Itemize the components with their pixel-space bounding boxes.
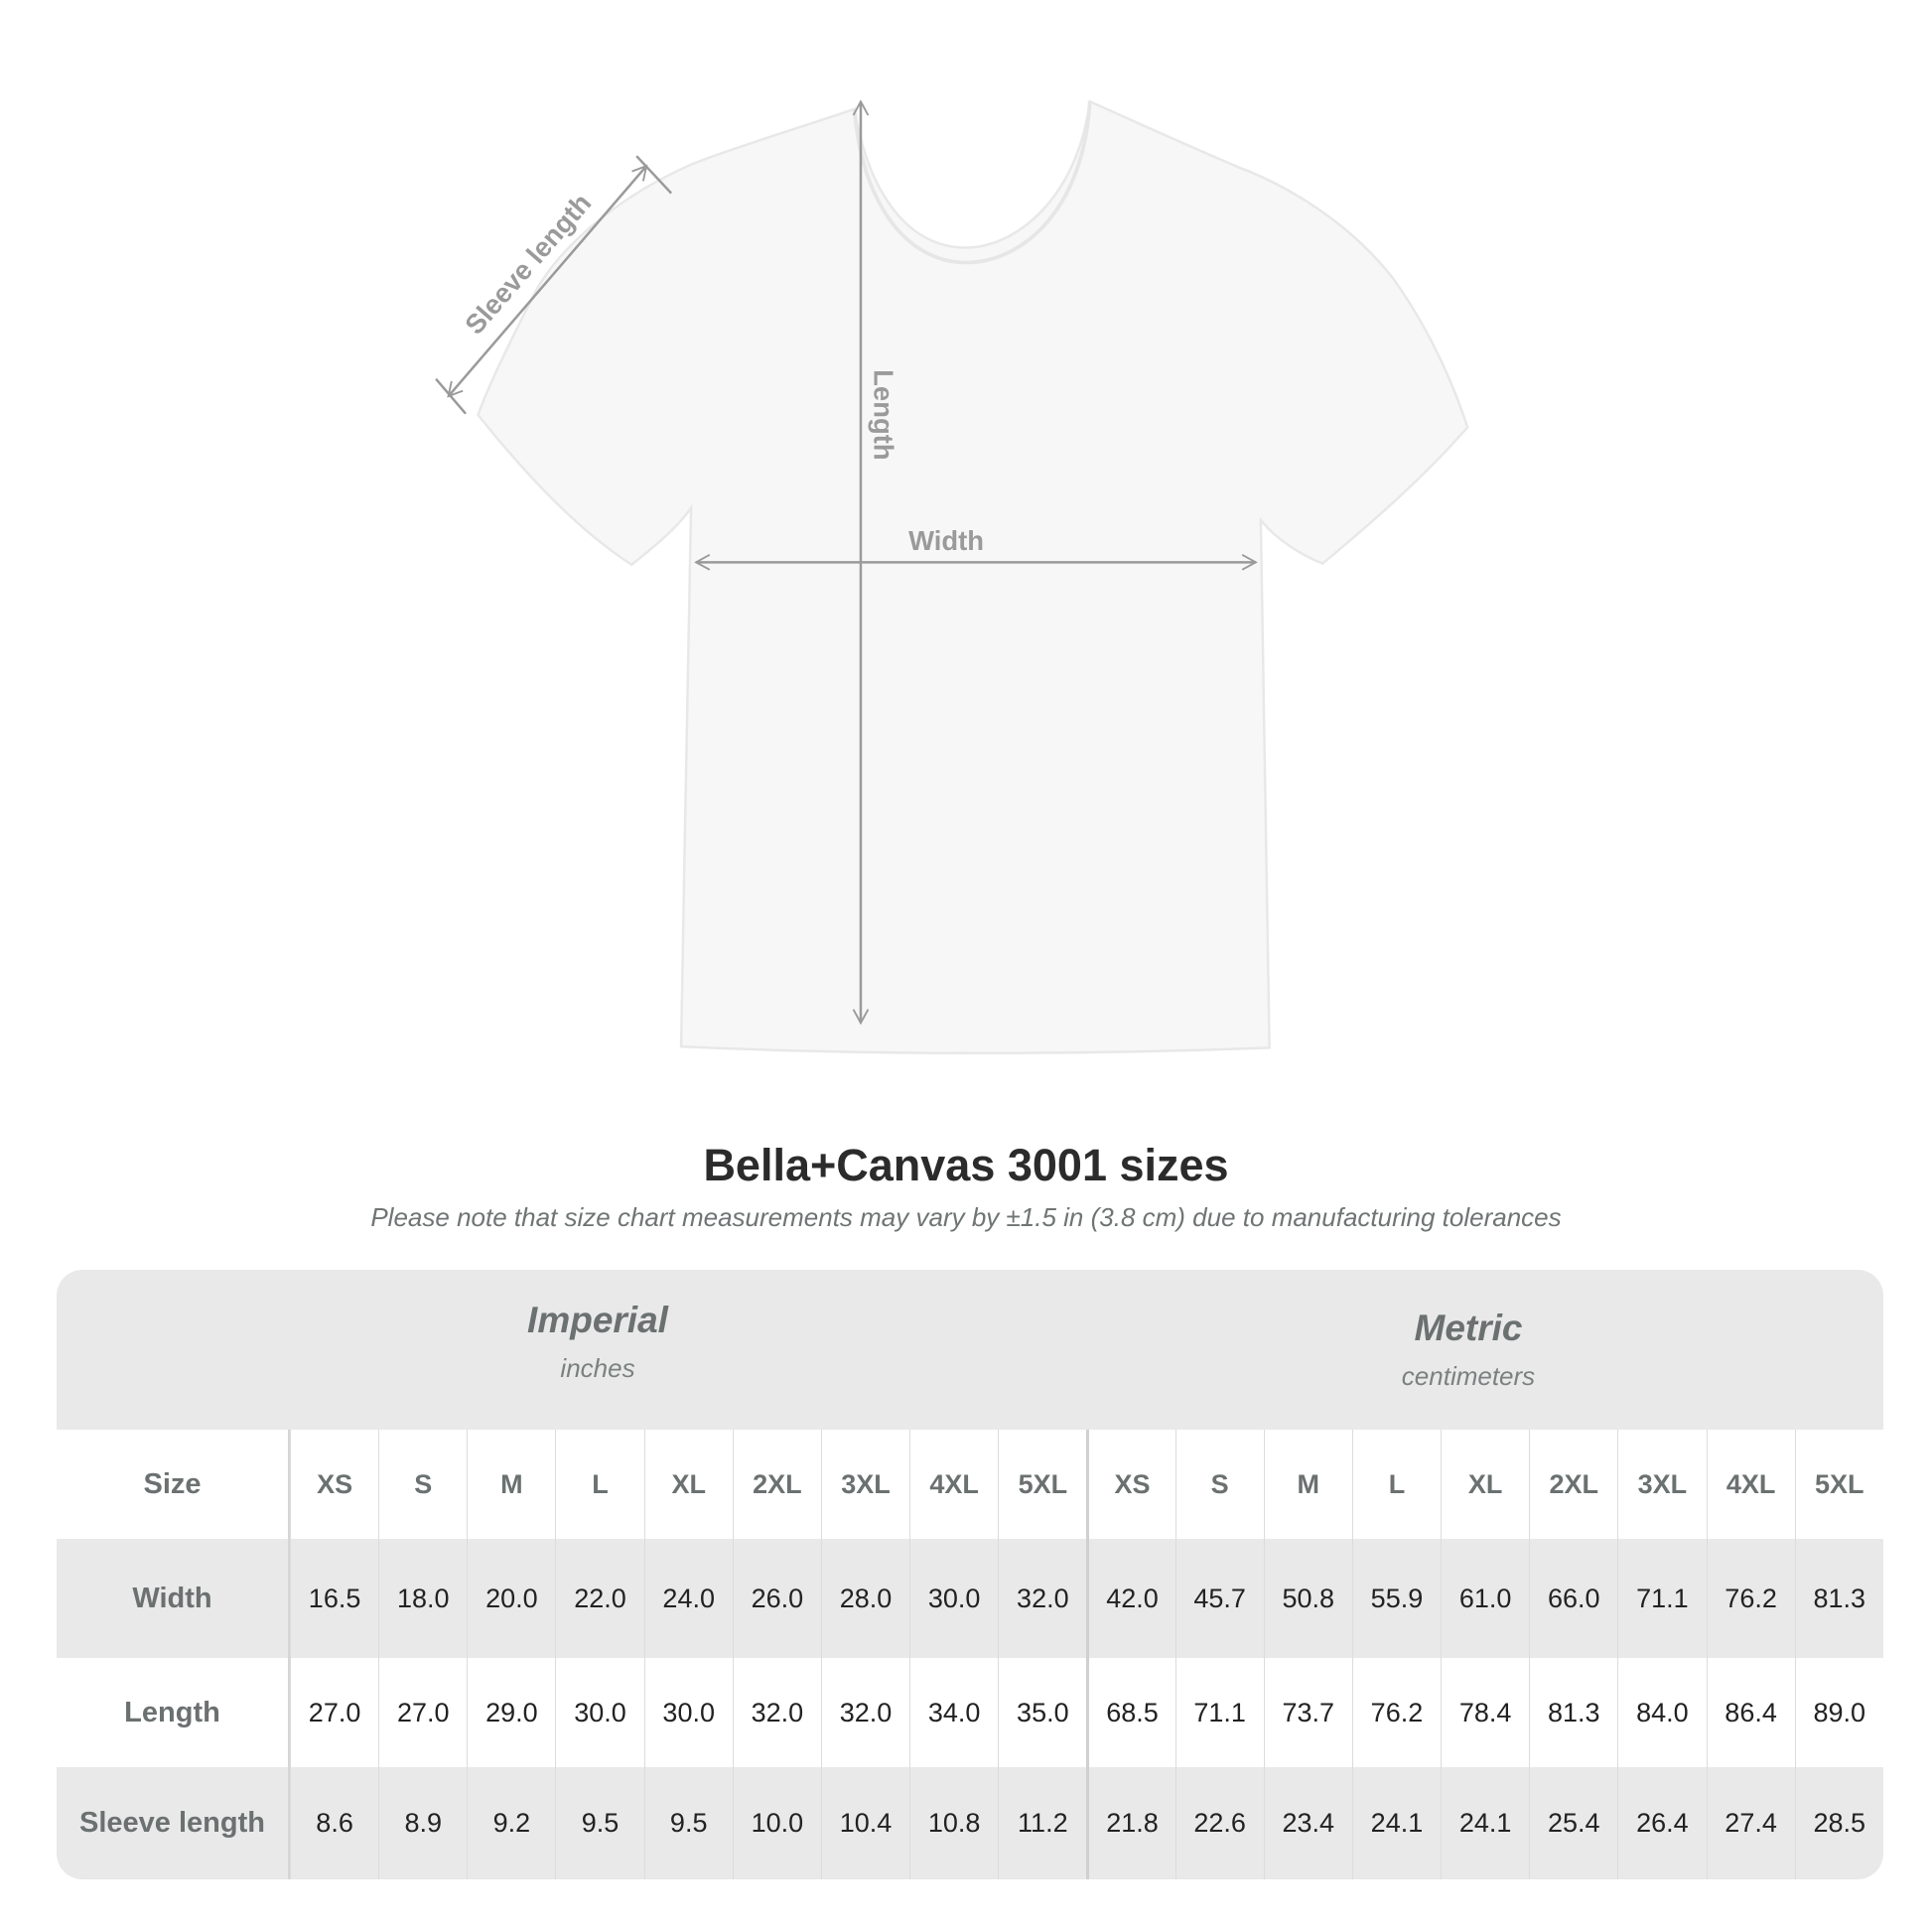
value-cell: 10.4 (820, 1767, 909, 1879)
size-header-cell: S (1174, 1430, 1264, 1539)
value-cell: 81.3 (1529, 1658, 1617, 1767)
value-cell: 34.0 (909, 1658, 998, 1767)
value-cell: 24.0 (643, 1539, 733, 1658)
value-cell: 30.0 (909, 1539, 998, 1658)
table-row: Length 27.0 27.0 29.0 30.0 30.0 32.0 32.0 34.0 35… (57, 1658, 1883, 1767)
value-cell: 21.8 (1086, 1767, 1174, 1879)
value-cell: 42.0 (1086, 1539, 1174, 1658)
value-cell: 9.5 (555, 1767, 643, 1879)
value-cell: 27.0 (378, 1658, 467, 1767)
value-cell: 28.5 (1794, 1767, 1883, 1879)
value-cell: 32.0 (998, 1539, 1086, 1658)
value-cell: 28.0 (820, 1539, 909, 1658)
value-cell: 68.5 (1086, 1658, 1174, 1767)
size-header-cell: 2XL (1529, 1430, 1617, 1539)
value-cell: 8.6 (290, 1767, 378, 1879)
size-header-cell: 5XL (1794, 1430, 1883, 1539)
value-cell: 84.0 (1617, 1658, 1706, 1767)
value-cell: 9.5 (643, 1767, 733, 1879)
size-header-cell: M (1263, 1430, 1352, 1539)
metric-unit: centimeters (1401, 1361, 1536, 1391)
metric-header: Metric centimeters (1171, 1308, 1766, 1392)
value-cell: 30.0 (643, 1658, 733, 1767)
imperial-header: Imperial inches (300, 1300, 896, 1384)
table-row: Sleeve length 8.6 8.9 9.2 9.5 9.5 10.0 10.4 10.8… (57, 1767, 1883, 1879)
length-label: Length (869, 369, 899, 460)
size-header-cell: L (1351, 1430, 1441, 1539)
size-header-row: Size XS S M L XL 2XL 3XL 4XL 5XL XS S M L XL 2XL 3XL 4XL 5… (57, 1430, 1883, 1539)
chart-title: Bella+Canvas 3001 sizes (703, 1140, 1229, 1190)
size-header-cell: XL (643, 1430, 733, 1539)
value-cell: 25.4 (1529, 1767, 1617, 1879)
value-cell: 22.6 (1174, 1767, 1264, 1879)
value-cell: 71.1 (1174, 1658, 1264, 1767)
size-header-cell: XL (1441, 1430, 1529, 1539)
value-cell: 73.7 (1263, 1658, 1352, 1767)
value-cell: 76.2 (1706, 1539, 1795, 1658)
value-cell: 29.0 (467, 1658, 555, 1767)
value-cell: 50.8 (1263, 1539, 1352, 1658)
value-cell: 11.2 (998, 1767, 1086, 1879)
collar (852, 101, 1092, 265)
value-cell: 66.0 (1529, 1539, 1617, 1658)
value-cell: 8.9 (378, 1767, 467, 1879)
value-cell: 32.0 (732, 1658, 821, 1767)
size-header-cell: L (555, 1430, 643, 1539)
size-header-cell: 3XL (820, 1430, 909, 1539)
value-cell: 16.5 (290, 1539, 378, 1658)
value-cell: 71.1 (1617, 1539, 1706, 1658)
value-cell: 26.0 (732, 1539, 821, 1658)
value-cell: 32.0 (820, 1658, 909, 1767)
value-cell: 81.3 (1794, 1539, 1883, 1658)
row-label: Width (57, 1539, 290, 1658)
value-cell: 78.4 (1441, 1658, 1529, 1767)
value-cell: 61.0 (1441, 1539, 1529, 1658)
size-header-cell: 4XL (909, 1430, 998, 1539)
metric-title: Metric (1414, 1308, 1523, 1348)
value-cell: 27.0 (290, 1658, 378, 1767)
size-header-cell: 5XL (998, 1430, 1086, 1539)
value-cell: 9.2 (467, 1767, 555, 1879)
row-label: Sleeve length (57, 1767, 290, 1879)
value-cell: 27.4 (1706, 1767, 1795, 1879)
value-cell: 24.1 (1351, 1767, 1441, 1879)
header-band (57, 1270, 1883, 1430)
size-header-cell: 3XL (1617, 1430, 1706, 1539)
value-cell: 24.1 (1441, 1767, 1529, 1879)
table-row: Width 16.5 18.0 20.0 22.0 24.0 26.0 28.0 30.0 32.… (57, 1539, 1883, 1658)
imperial-title: Imperial (527, 1300, 668, 1340)
value-cell: 18.0 (378, 1539, 467, 1658)
value-cell: 55.9 (1351, 1539, 1441, 1658)
measure-arrows (435, 99, 1258, 1026)
row-label: Length (57, 1658, 290, 1767)
value-cell: 20.0 (467, 1539, 555, 1658)
imperial-unit: inches (560, 1353, 635, 1383)
sleeve-arrow (447, 164, 648, 398)
value-cell: 86.4 (1706, 1658, 1795, 1767)
size-header-cell: XS (1086, 1430, 1174, 1539)
value-cell: 22.0 (555, 1539, 643, 1658)
value-cell: 30.0 (555, 1658, 643, 1767)
value-cell: 89.0 (1794, 1658, 1883, 1767)
chart-subtitle: Please note that size chart measurements… (370, 1202, 1562, 1232)
value-cell: 45.7 (1174, 1539, 1264, 1658)
row-label: Size (57, 1430, 290, 1539)
size-header-cell: 4XL (1706, 1430, 1795, 1539)
tshirt-shape (477, 99, 1469, 1055)
value-cell: 10.8 (909, 1767, 998, 1879)
width-label: Width (908, 525, 984, 556)
value-cell: 23.4 (1263, 1767, 1352, 1879)
value-cell: 35.0 (998, 1658, 1086, 1767)
size-header-cell: S (378, 1430, 467, 1539)
value-cell: 10.0 (732, 1767, 821, 1879)
size-header-cell: 2XL (732, 1430, 821, 1539)
size-table: Imperial inches Metric centimeters Size X… (57, 1270, 1883, 1879)
value-cell: 26.4 (1617, 1767, 1706, 1879)
size-header-cell: XS (290, 1430, 378, 1539)
size-header-cell: M (467, 1430, 555, 1539)
value-cell: 76.2 (1351, 1658, 1441, 1767)
